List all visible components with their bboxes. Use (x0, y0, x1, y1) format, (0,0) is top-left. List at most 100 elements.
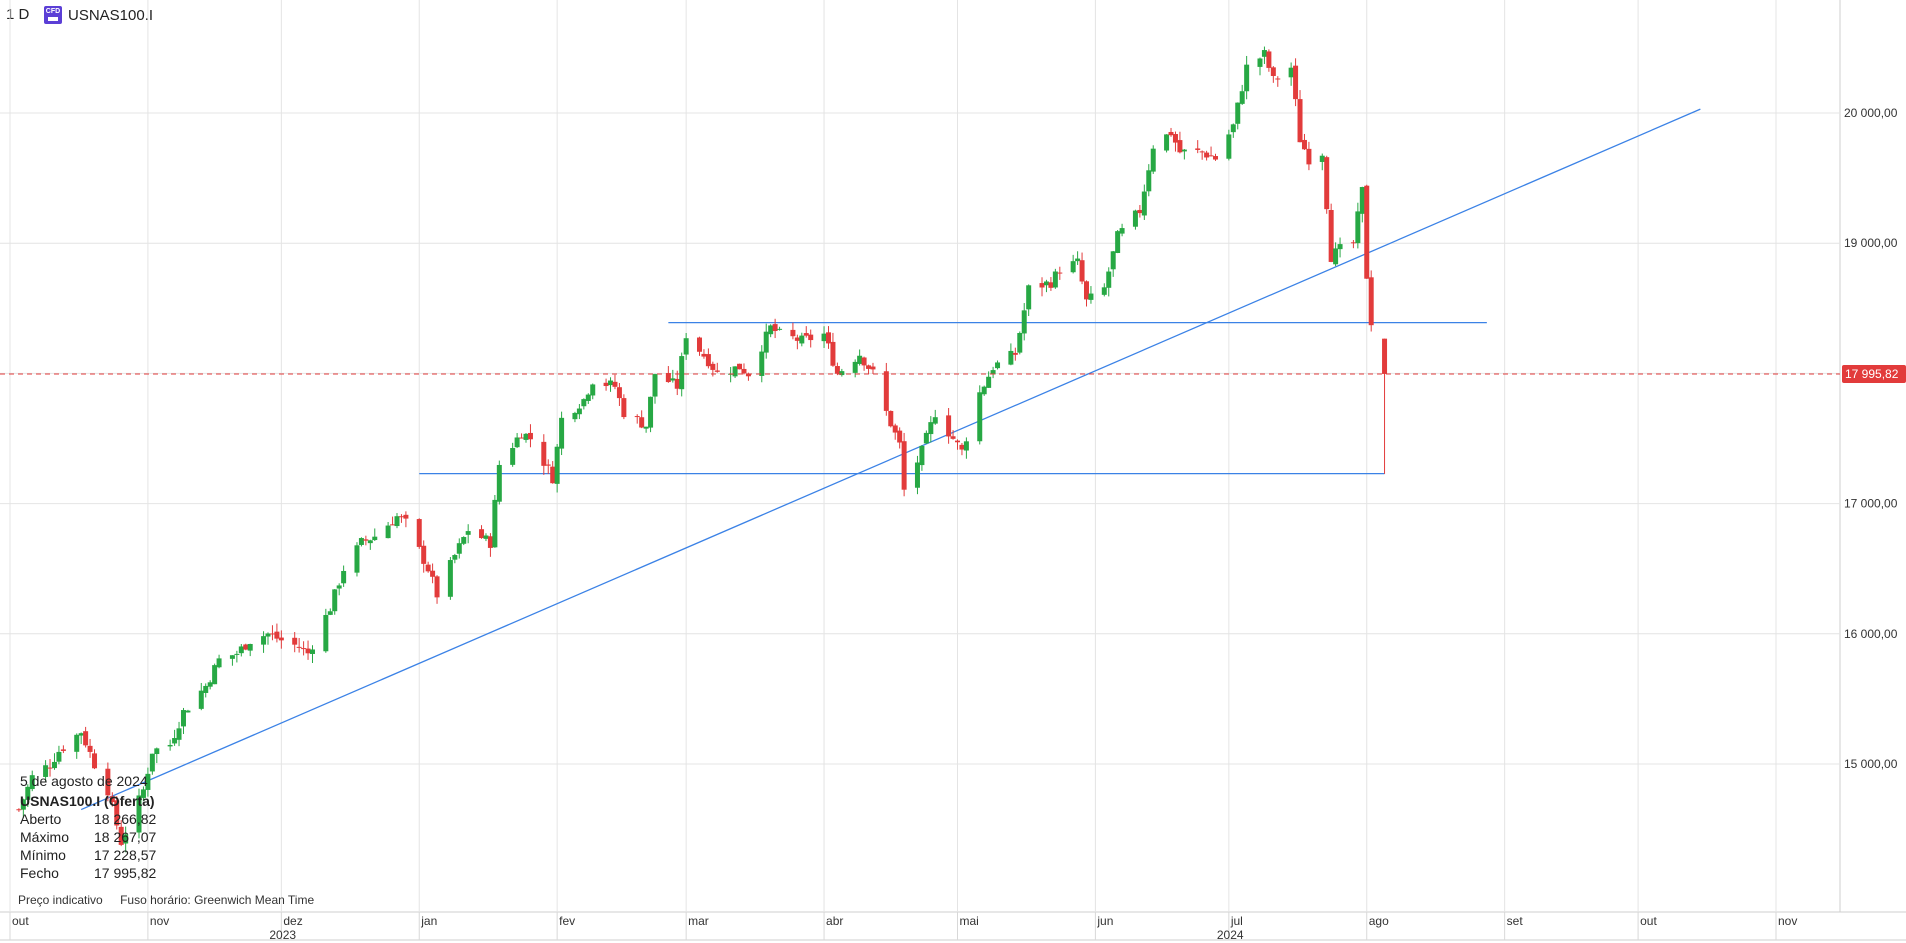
candle-body (1266, 51, 1272, 68)
info-row-high: Máximo 18 267,07 (20, 828, 156, 846)
candle-body (897, 430, 903, 443)
year-label: 2023 (269, 928, 296, 942)
candle-body (16, 809, 22, 811)
candle-body (1199, 151, 1205, 153)
candle-body (652, 374, 658, 397)
candle-body (1084, 281, 1090, 300)
candle-body (1208, 155, 1214, 157)
candle-body (808, 334, 814, 341)
candle-body (1301, 139, 1307, 150)
x-tick-label: nov (1778, 914, 1797, 928)
candle-body (1110, 251, 1116, 270)
candle-body (425, 564, 431, 572)
candle-body (398, 516, 404, 518)
info-label: Fecho (20, 865, 59, 881)
info-value: 18 266,82 (94, 811, 157, 827)
candle-body (1337, 244, 1343, 250)
candle-body (932, 417, 938, 424)
candle-body (332, 589, 338, 612)
candle-body (950, 436, 956, 439)
candle-body (83, 731, 89, 746)
candle-body (1115, 231, 1121, 253)
candle-body (946, 415, 952, 437)
candle-body (674, 378, 680, 389)
candle-body (1319, 155, 1325, 162)
candle-body (1119, 228, 1125, 234)
chart-footer: Preço indicativo Fuso horário: Greenwich… (18, 893, 328, 907)
cfd-icon: CFD (44, 6, 62, 24)
candle-body (679, 356, 685, 390)
candle-body (959, 444, 965, 450)
candle-body (243, 644, 249, 650)
x-tick-label: out (1640, 914, 1657, 928)
candle-body (643, 426, 649, 429)
candle-body (167, 744, 173, 747)
candle-body (114, 800, 120, 826)
candle-body (857, 355, 863, 364)
last-price-box (1842, 364, 1906, 383)
candle-body (852, 361, 858, 373)
candle-body (559, 417, 565, 449)
info-date: 5 de agosto de 2024 (20, 773, 148, 789)
candle-body (118, 826, 124, 845)
candle-body (109, 796, 115, 803)
candle-body (198, 690, 204, 709)
candle-body (990, 370, 996, 375)
candle-body (870, 366, 876, 370)
candle-body (1230, 124, 1236, 133)
candle-body (1195, 148, 1201, 150)
candle-body (1172, 134, 1178, 143)
candle-body (648, 396, 654, 428)
candle-body (154, 748, 160, 755)
candle-body (866, 365, 872, 369)
candle-body (825, 332, 831, 344)
candle-body (514, 437, 520, 448)
candle-body (923, 432, 929, 444)
candle-body (483, 535, 489, 539)
candle-body (981, 386, 987, 395)
candle-body (496, 464, 502, 502)
candle-body (1288, 67, 1294, 78)
candle-body (87, 745, 93, 752)
candle-body (74, 734, 80, 752)
candle-body (696, 337, 702, 352)
candle-body (416, 519, 422, 547)
candle-body (745, 373, 751, 377)
candle-body (180, 710, 186, 727)
candle-body (1333, 248, 1339, 265)
candle-body (363, 539, 369, 541)
candle-body (456, 543, 462, 554)
candle-body (741, 368, 747, 374)
candle-body (309, 649, 315, 654)
candle-body (554, 446, 560, 484)
info-value: 17 228,57 (94, 847, 157, 863)
candle-body (616, 387, 622, 399)
x-tick-label: jul (1230, 914, 1243, 928)
candle-body (1012, 352, 1018, 355)
symbol-selector[interactable]: CFD USNAS100.I (44, 6, 153, 24)
x-tick-label: nov (150, 914, 169, 928)
candle-body (229, 655, 235, 659)
candle-body (1275, 78, 1281, 80)
y-tick-label: 20 000,00 (1844, 106, 1898, 120)
candle-body (1052, 271, 1058, 288)
candle-body (1270, 67, 1276, 76)
candle-body (247, 643, 253, 651)
candle-body (29, 775, 35, 790)
info-value: 18 267,07 (94, 829, 157, 845)
candle-body (1168, 131, 1174, 136)
timezone-label[interactable]: Fuso horário: Greenwich Mean Time (120, 893, 315, 907)
candle-body (292, 637, 298, 645)
candle-body (261, 636, 267, 645)
candle-body (1382, 338, 1388, 374)
candle-body (914, 462, 920, 488)
candle-body (43, 765, 49, 777)
candle-body (296, 646, 302, 648)
x-tick-label: mar (688, 914, 709, 928)
candle-body (1017, 332, 1023, 353)
interval-label[interactable]: 1 D (6, 6, 30, 23)
candle-body (105, 768, 111, 796)
candle-body (1075, 258, 1081, 262)
candle-body (714, 370, 720, 372)
